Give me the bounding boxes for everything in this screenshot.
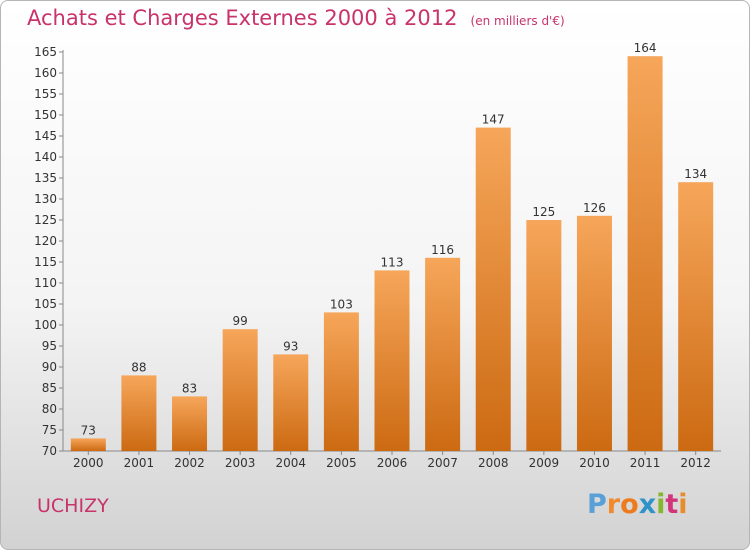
logo-letter: t <box>665 489 679 520</box>
y-tick-label: 115 <box>34 255 57 269</box>
chart-axes: 70 75 80 85 90 95 100 105 110 115 120 125 130 135 140 1… <box>34 45 721 470</box>
x-tick-label: 2012 <box>680 456 711 470</box>
x-tick-label: 2000 <box>73 456 104 470</box>
data-label-2008: 147 <box>482 113 505 127</box>
y-tick-label: 70 <box>42 444 57 458</box>
data-label-2000: 73 <box>81 423 96 437</box>
data-label-2002: 83 <box>182 381 197 395</box>
y-tick-label: 85 <box>42 381 57 395</box>
bar-2000 <box>70 438 106 451</box>
y-tick-label: 140 <box>34 150 57 164</box>
bar-2007 <box>425 257 461 451</box>
x-tick-label: 2005 <box>326 456 357 470</box>
y-tick-label: 100 <box>34 318 57 332</box>
data-label-2011: 164 <box>634 41 657 55</box>
data-label-2003: 99 <box>233 314 248 328</box>
logo-letter: r <box>606 489 621 520</box>
y-tick-label: 120 <box>34 234 57 248</box>
logo-letter: o <box>620 489 639 520</box>
x-tick-label: 2001 <box>124 456 155 470</box>
proxiti-logo: Proxiti <box>587 489 688 520</box>
y-tick-label: 95 <box>42 339 57 353</box>
data-label-2009: 125 <box>532 205 555 219</box>
data-label-2005: 103 <box>330 297 353 311</box>
data-label-2001: 88 <box>131 360 146 374</box>
x-tick-label: 2004 <box>275 456 306 470</box>
bar-2009 <box>526 220 562 451</box>
x-tick-label: 2009 <box>529 456 560 470</box>
y-tick-label: 160 <box>34 66 57 80</box>
x-tick-label: 2007 <box>427 456 458 470</box>
logo-letter: x <box>638 489 657 520</box>
logo-letter: P <box>587 489 607 520</box>
chart-title-block: Achats et Charges Externes 2000 à 2012 (… <box>27 6 565 30</box>
y-tick-label: 130 <box>34 192 57 206</box>
x-tick-label: 2011 <box>630 456 661 470</box>
x-tick-label: 2008 <box>478 456 509 470</box>
bar-2003 <box>222 329 258 451</box>
place-name: UCHIZY <box>37 495 109 517</box>
y-tick-label: 125 <box>34 213 57 227</box>
bar-2012 <box>678 182 714 451</box>
logo-letter: i <box>656 489 666 520</box>
y-tick-label: 135 <box>34 171 57 185</box>
y-tick-label: 165 <box>34 45 57 59</box>
bar-2011 <box>627 56 663 451</box>
data-label-2004: 93 <box>283 339 298 353</box>
bar-2010 <box>576 215 612 451</box>
bar-2005 <box>323 312 359 451</box>
chart-bars: 73 88 83 99 93 103 113 116 147 125 126 164 134 <box>70 41 714 451</box>
y-tick-label: 75 <box>42 423 57 437</box>
y-tick-label: 105 <box>34 297 57 311</box>
y-tick-label: 145 <box>34 129 57 143</box>
x-tick-label: 2006 <box>377 456 408 470</box>
y-tick-label: 80 <box>42 402 57 416</box>
data-label-2006: 113 <box>381 255 404 269</box>
chart-title: Achats et Charges Externes 2000 à 2012 <box>27 6 458 30</box>
y-tick-label: 150 <box>34 108 57 122</box>
y-tick-label: 90 <box>42 360 57 374</box>
data-label-2010: 126 <box>583 201 606 215</box>
bar-2008 <box>475 127 511 451</box>
x-tick-label: 2010 <box>579 456 610 470</box>
x-tick-label: 2003 <box>225 456 256 470</box>
data-label-2012: 134 <box>684 167 707 181</box>
y-tick-label: 155 <box>34 87 57 101</box>
chart-unit-note: (en milliers d'€) <box>470 14 565 28</box>
bar-2004 <box>273 354 309 451</box>
data-label-2007: 116 <box>431 243 454 257</box>
x-tick-label: 2002 <box>174 456 205 470</box>
bar-2001 <box>121 375 157 451</box>
bar-2002 <box>172 396 208 451</box>
logo-letter: i <box>678 489 688 520</box>
bar-2006 <box>374 270 410 451</box>
y-tick-label: 110 <box>34 276 57 290</box>
